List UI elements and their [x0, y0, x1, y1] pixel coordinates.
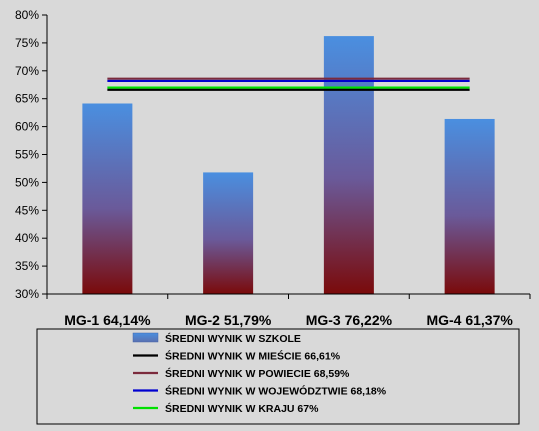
y-tick-label: 60%: [15, 120, 39, 134]
legend-label: ŚREDNI WYNIK W MIEŚCIE 66,61%: [165, 350, 341, 363]
y-tick-label: 50%: [15, 175, 39, 189]
legend-label: ŚREDNI WYNIK W WOJEWÓDZTWIE 68,18%: [165, 385, 387, 398]
legend-box: [36, 328, 520, 425]
legend-label: ŚREDNI WYNIK W SZKOLE: [165, 332, 301, 345]
axes: [46, 15, 531, 299]
y-tick-label: 55%: [15, 148, 39, 162]
x-tick-label: MG-3 76,22%: [306, 312, 393, 328]
y-tick-label: 35%: [15, 259, 39, 273]
x-axis: MG-1 64,14% MG-2 51,79% MG-3 76,22% MG-4 61…: [64, 312, 513, 328]
legend-swatch-bar: [132, 332, 159, 343]
bar: [203, 172, 254, 294]
x-tick-label: MG-2 51,79%: [185, 312, 272, 328]
bar: [323, 36, 374, 294]
y-tick-label: 65%: [15, 92, 39, 106]
legend-label: ŚREDNI WYNIK W KRAJU 67%: [165, 402, 319, 415]
y-axis: 30% 35% 40% 45% 50% 55% 60% 65% 70% 75% 80%: [15, 8, 47, 301]
x-tick-label: MG-4 61,37%: [426, 312, 513, 328]
bar: [444, 118, 495, 294]
bars: [82, 36, 495, 294]
y-tick-label: 40%: [15, 231, 39, 245]
reference-lines: [107, 77, 470, 91]
y-tick-label: 70%: [15, 64, 39, 78]
y-tick-label: 30%: [15, 287, 39, 301]
legend-label: ŚREDNI WYNIK W POWIECIE 68,59%: [165, 367, 350, 380]
y-tick-label: 45%: [15, 203, 39, 217]
y-tick-label: 75%: [15, 36, 39, 50]
y-tick-label: 80%: [15, 8, 39, 22]
legend: ŚREDNI WYNIK W SZKOLE ŚREDNI WYNIK W MIEŚ…: [36, 328, 520, 425]
bar: [82, 103, 133, 294]
x-tick-label: MG-1 64,14%: [64, 312, 151, 328]
